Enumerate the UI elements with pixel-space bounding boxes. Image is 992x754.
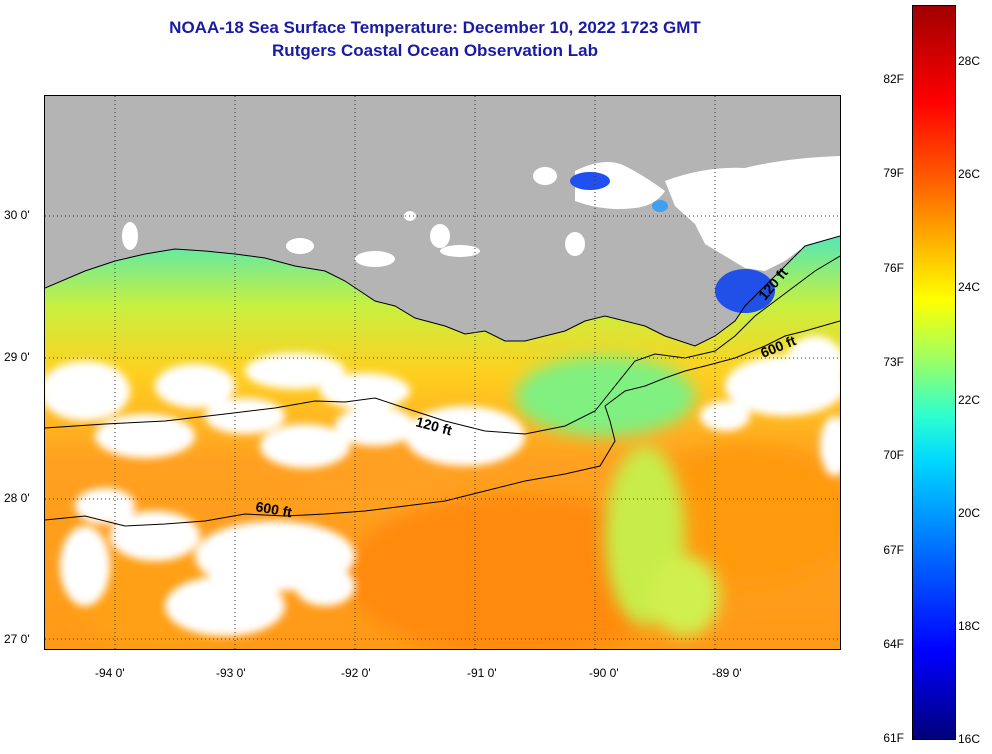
lat-label-28: 28 0' [4,491,30,505]
sst-map-canvas: 120 ft 120 ft 600 ft 600 ft [45,96,840,649]
lon-label-92: -92 0' [341,666,371,680]
lon-label-93: -93 0' [216,666,246,680]
colorbar-c-label: 22C [958,393,981,407]
colorbar-f-label: 61F [883,731,904,745]
colorbar-c-label: 16C [958,732,981,746]
land-mass [45,96,840,346]
colorbar-f-label: 79F [883,166,904,180]
inland-cold-water [570,172,775,313]
lon-label-91: -91 0' [467,666,497,680]
map-title: NOAA-18 Sea Surface Temperature: Decembe… [169,18,701,37]
sst-map[interactable]: 120 ft 120 ft 600 ft 600 ft [44,95,841,650]
colorbar-f-label: 64F [883,637,904,651]
colorbar-f-label: 76F [883,261,904,275]
lon-label-89: -89 0' [712,666,742,680]
map-subtitle: Rutgers Coastal Ocean Observation Lab [272,41,598,60]
coastline [45,235,840,347]
lat-label-29: 29 0' [4,350,30,364]
graticule [45,96,840,649]
lon-label-90: -90 0' [589,666,619,680]
colorbar-c-label: 24C [958,280,981,294]
colorbar-c-label: 20C [958,506,981,520]
bathymetry-contours [45,235,840,527]
cool-water-plume [515,356,720,636]
lat-label-30: 30 0' [4,208,30,222]
lat-label-27: 27 0' [4,632,30,646]
colorbar-f-label: 73F [883,355,904,369]
colorbar-f-label: 82F [883,72,904,86]
contour-120ft [45,255,840,435]
contour-label-600-west: 600 ft [254,498,293,520]
temperature-colorbar [912,5,956,740]
colorbar-c-label: 26C [958,167,981,181]
contour-600ft [45,320,840,527]
colorbar-f-label: 70F [883,448,904,462]
colorbar-c-label: 28C [958,54,981,68]
cloud-cover [45,336,840,636]
lon-label-94: -94 0' [95,666,125,680]
colorbar-c-label: 18C [958,619,981,633]
colorbar-f-label: 67F [883,543,904,557]
